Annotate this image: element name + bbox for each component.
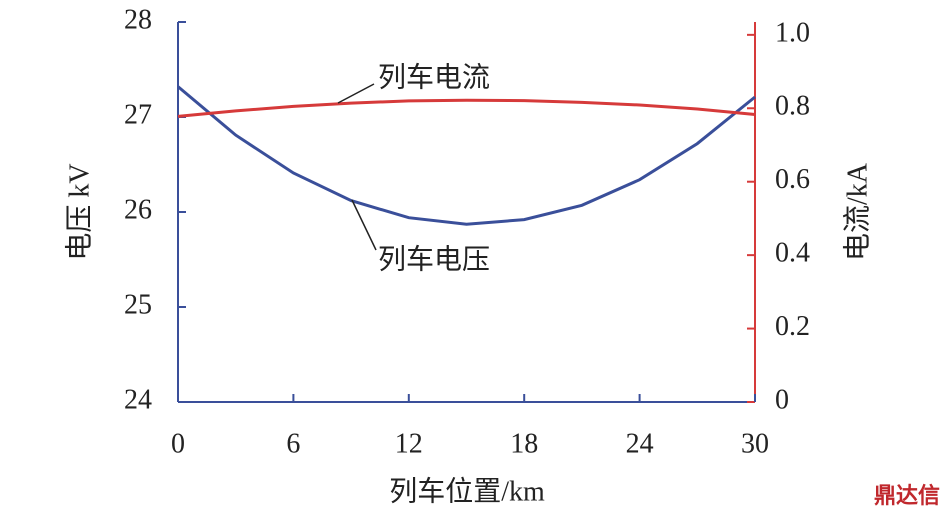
y-tick-label: 28 — [124, 4, 152, 35]
x-tick-label: 18 — [510, 428, 538, 459]
y2-axis-label: 电流/kA — [841, 162, 873, 261]
watermark: 鼎达信 — [874, 483, 940, 508]
y-tick-label: 27 — [124, 99, 152, 130]
y2-tick-label: 0.6 — [775, 164, 810, 195]
y-axis-label: 电压 kV — [63, 163, 95, 260]
annotation: 列车电流 — [378, 61, 490, 93]
x-tick-label: 0 — [171, 428, 185, 459]
y2-tick-label: 0.8 — [775, 91, 810, 122]
y2-tick-label: 0.4 — [775, 238, 810, 269]
x-tick-label: 6 — [286, 428, 300, 459]
series-line — [177, 85, 756, 226]
x-tick-label: 24 — [626, 428, 654, 459]
y-tick-label: 25 — [124, 289, 152, 320]
x-tick-label: 30 — [741, 428, 769, 459]
x-axis-label: 列车位置/km — [389, 475, 545, 507]
annotation-leader — [351, 199, 377, 251]
annotation-leader — [337, 83, 375, 104]
y-tick-label: 26 — [124, 194, 152, 225]
series-line — [177, 98, 756, 118]
y2-tick-label: 0 — [775, 384, 789, 415]
annotation: 列车电压 — [378, 243, 490, 275]
y-tick-label: 24 — [124, 384, 152, 415]
y2-tick-label: 0.2 — [775, 311, 810, 342]
y2-tick-label: 1.0 — [775, 17, 810, 48]
x-tick-label: 12 — [395, 428, 423, 459]
